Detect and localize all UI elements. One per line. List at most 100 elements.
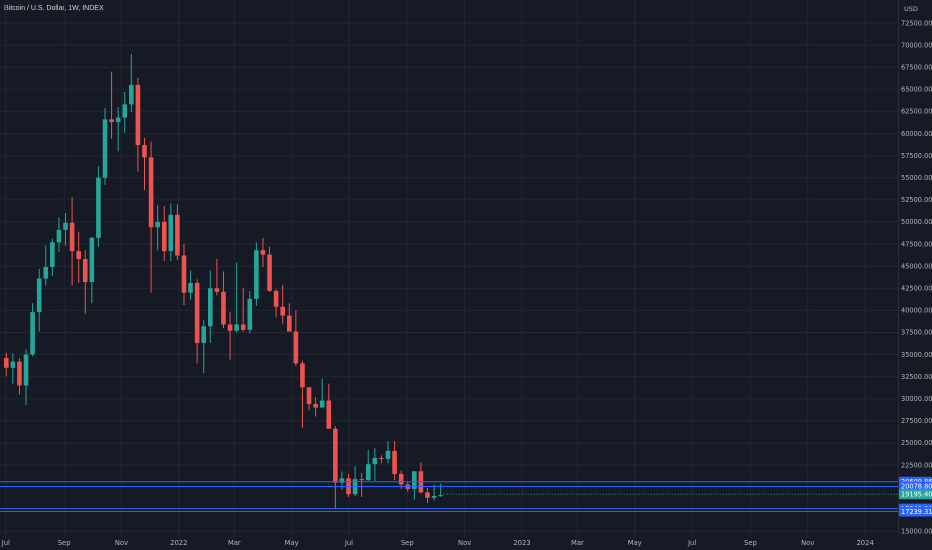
candle-down [221,271,226,329]
candle-body [148,157,154,228]
candle-up [96,166,101,247]
candle-body [247,298,253,330]
price-tick-label: 52500.00 [901,196,932,204]
candle-body [63,222,68,230]
candle-body [129,84,134,105]
candle-body [201,326,207,344]
candle-body [398,473,404,485]
candle-down [76,231,81,283]
candle-body [392,450,397,474]
exchange-label: INDEX [82,5,104,12]
candle-up [122,91,128,133]
candle-body [82,259,88,283]
candle-down [3,352,9,376]
candle-down [333,426,338,509]
candle-up [23,349,29,405]
price-tick-label: 42500.00 [901,285,932,293]
candle-body [379,457,384,459]
candle-up [168,203,174,261]
candle-body [168,214,174,252]
time-tick-label: Nov [115,539,128,547]
candle-down [306,387,312,411]
candle-down [346,473,351,497]
time-tick-label: 2023 [513,539,530,547]
candle-body [194,282,200,344]
candle-body [254,250,259,299]
candle-up [365,450,371,481]
candle-body [3,358,9,368]
candle-body [142,145,147,158]
candle-body [227,324,233,331]
candle-body [96,177,101,238]
time-tick-label: Nov [458,539,471,547]
candle-up [155,205,160,251]
candle-body [23,354,29,386]
candle-down [17,358,22,395]
candle-body [115,117,121,123]
candle-down [379,455,384,464]
candle-body [234,324,239,331]
time-tick-label: Sep [401,539,414,547]
candle-down [313,396,318,417]
price-tick-label: 72500.00 [901,19,932,27]
time-tick-label: Mar [571,539,584,547]
candle-body [300,363,305,388]
candle-up [234,262,239,333]
candle-body [319,400,325,408]
candle-down [240,288,246,332]
candle-body [155,221,160,228]
candle-up [438,483,443,497]
last-price-label-bg [899,489,932,500]
candle-down [267,246,272,292]
grid [0,0,899,538]
candle-down [142,137,147,191]
candle-body [365,464,371,481]
price-tick-label: 30000.00 [901,395,932,403]
candle-up [56,217,62,252]
price-tick-label: 15000.00 [901,528,932,536]
candle-up [431,484,437,501]
candle-body [339,478,345,483]
candle-up [372,448,378,481]
price-tick-label: 65000.00 [901,86,932,94]
candle-down [175,204,180,260]
price-tick-label: 27500.00 [901,417,932,425]
candle-body [208,288,213,327]
time-tick-label: 2024 [856,539,873,547]
time-tick-label: Sep [58,539,71,547]
level-price-label: 20078.80 [901,483,932,491]
price-axis-unit: USD [904,5,918,13]
price-tick-label: 22500.00 [901,461,932,469]
price-tick-label: 45000.00 [901,262,932,270]
candle-down [418,462,424,494]
candle-up [50,238,55,276]
candle-body [102,119,108,178]
interval-label: 1W [68,5,79,12]
candle-up [412,471,417,500]
level-price-label: 17239.31 [901,508,932,516]
candle-down [82,250,88,314]
candles [3,53,443,509]
candle-body [273,290,279,307]
time-tick-label: 2022 [170,539,187,547]
candle-body [10,361,16,368]
candle-down [161,206,167,261]
candle-body [214,288,220,292]
candle-up [115,107,121,152]
candle-up [43,245,49,286]
candle-body [425,492,430,498]
candle-body [161,221,167,252]
candle-body [56,229,62,243]
candle-down [280,284,286,324]
time-tick-label: May [628,539,642,547]
time-tick-label: Nov [801,539,814,547]
candle-body [293,331,299,364]
time-axis[interactable]: Jul Sep Nov 2022 Mar May Jul Sep Nov 2023 Mar May Ju… [1,539,874,547]
price-axis[interactable]: USD 15000.0017500.0020000.0022500.002500… [901,5,932,536]
price-tick-label: 60000.00 [901,130,932,138]
candle-body [36,278,42,313]
time-tick-label: Jul [344,539,353,547]
candle-body [76,251,81,260]
